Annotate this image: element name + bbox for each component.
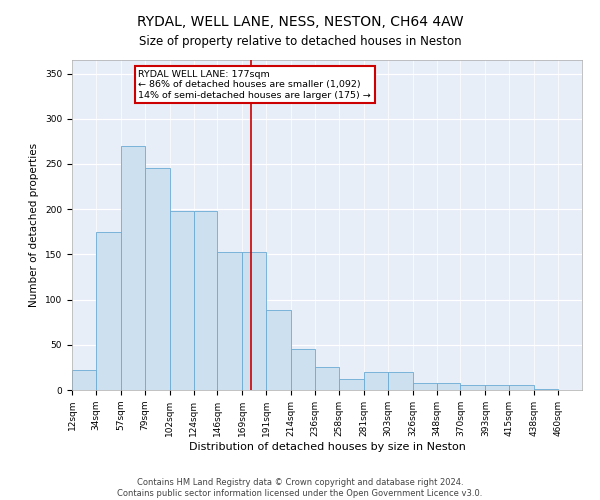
Bar: [291, 350, 315, 390]
Bar: [413, 383, 437, 390]
Bar: [217, 252, 242, 390]
Bar: [339, 379, 364, 390]
Text: Size of property relative to detached houses in Neston: Size of property relative to detached ho…: [139, 35, 461, 48]
X-axis label: Distribution of detached houses by size in Neston: Distribution of detached houses by size …: [188, 442, 466, 452]
Bar: [170, 211, 194, 390]
Text: RYDAL WELL LANE: 177sqm
← 86% of detached houses are smaller (1,092)
14% of semi: RYDAL WELL LANE: 177sqm ← 86% of detache…: [139, 70, 371, 100]
Bar: [96, 232, 121, 390]
Bar: [194, 211, 217, 390]
Bar: [485, 386, 509, 390]
Bar: [437, 383, 460, 390]
Bar: [364, 372, 388, 390]
Bar: [242, 252, 266, 390]
Y-axis label: Number of detached properties: Number of detached properties: [29, 143, 40, 307]
Bar: [145, 168, 170, 390]
Text: Contains HM Land Registry data © Crown copyright and database right 2024.
Contai: Contains HM Land Registry data © Crown c…: [118, 478, 482, 498]
Bar: [534, 389, 558, 390]
Bar: [388, 372, 413, 390]
Bar: [460, 386, 485, 390]
Bar: [315, 368, 339, 390]
Bar: [509, 386, 534, 390]
Bar: [121, 146, 145, 390]
Bar: [72, 370, 96, 390]
Text: RYDAL, WELL LANE, NESS, NESTON, CH64 4AW: RYDAL, WELL LANE, NESS, NESTON, CH64 4AW: [137, 15, 463, 29]
Bar: [266, 310, 291, 390]
